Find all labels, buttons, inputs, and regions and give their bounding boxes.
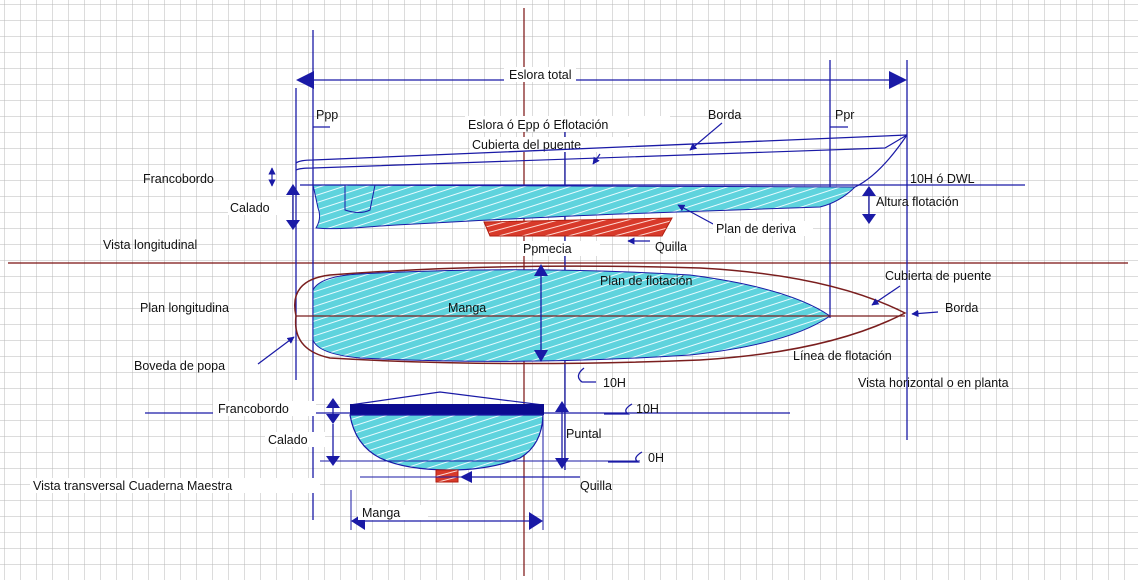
keel-section bbox=[435, 469, 459, 483]
label-vista-longitudinal: Vista longitudinal bbox=[103, 238, 197, 252]
label-10h-mid: 10H bbox=[603, 376, 626, 390]
cubierta-top-leader bbox=[592, 153, 601, 165]
francobordo-bottom-arrow-up bbox=[326, 398, 340, 408]
waterline-symbol-bottom bbox=[604, 403, 633, 415]
puntal-arrow-up bbox=[555, 401, 569, 412]
underwater-body-longitudinal bbox=[312, 184, 857, 230]
label-altura-flotacion: Altura flotación bbox=[876, 195, 959, 209]
plan-deriva-leader bbox=[677, 204, 716, 226]
deck-camber bbox=[349, 391, 544, 406]
label-plan-longitudinal: Plan longitudina bbox=[140, 301, 229, 315]
label-quilla-top: Quilla bbox=[655, 240, 687, 254]
eslora-total-arrow-left bbox=[296, 71, 314, 89]
calado-bottom-arrow-down bbox=[326, 456, 340, 466]
borda-top-leader bbox=[689, 122, 723, 151]
manga-mid-arrow-down bbox=[534, 350, 548, 362]
altura-flotacion-arrow-down bbox=[862, 214, 876, 224]
label-borda-top: Borda bbox=[708, 108, 741, 122]
borda-mid-leader bbox=[911, 309, 939, 318]
waterline-symbol-0h bbox=[608, 451, 643, 463]
rudder bbox=[344, 184, 376, 213]
hull-deck-sheer bbox=[295, 134, 908, 164]
label-linea-flotacion: Línea de flotación bbox=[793, 349, 892, 363]
label-vista-transversal: Vista transversal Cuaderna Maestra bbox=[33, 479, 232, 493]
label-boveda-popa: Boveda de popa bbox=[134, 359, 225, 373]
label-plan-deriva: Plan de deriva bbox=[716, 222, 796, 236]
label-calado-top: Calado bbox=[230, 201, 270, 215]
waterline-symbol-mid bbox=[577, 367, 596, 383]
label-manga-bottom: Manga bbox=[362, 506, 400, 520]
keel-plan-deriva bbox=[483, 217, 673, 237]
label-francobordo-bottom: Francobordo bbox=[218, 402, 289, 416]
label-plan-flotacion: Plan de flotación bbox=[600, 274, 692, 288]
label-ppr: Ppr bbox=[835, 108, 854, 122]
calado-top-arrow-up bbox=[286, 184, 300, 195]
deck-beam bbox=[350, 404, 544, 415]
hull-topside bbox=[295, 134, 908, 171]
label-ppp: Ppp bbox=[316, 108, 338, 122]
hull-deck-outline-plan bbox=[294, 265, 907, 365]
eslora-total-arrow-right bbox=[889, 71, 907, 89]
francobordo-bottom-arrow-down bbox=[326, 414, 340, 424]
cubierta-mid-leader bbox=[871, 285, 901, 306]
label-cubierta-puente-mid: Cubierta de puente bbox=[885, 269, 991, 283]
altura-flotacion-arrow-up bbox=[862, 186, 876, 196]
manga-bottom-arrow-right bbox=[529, 512, 543, 530]
label-cubierta-puente-top: Cubierta del puente bbox=[472, 138, 581, 152]
manga-mid-arrow-up bbox=[534, 264, 548, 276]
label-quilla-bottom: Quilla bbox=[580, 479, 612, 493]
label-francobordo-top: Francobordo bbox=[143, 172, 214, 186]
label-0h: 0H bbox=[648, 451, 664, 465]
label-eslora-total: Eslora total bbox=[509, 68, 572, 82]
label-eslora-epp: Eslora ó Epp ó Eflotación bbox=[468, 118, 608, 132]
label-ppmecia: Ppmecia bbox=[523, 242, 572, 256]
quilla-bottom-arrow bbox=[460, 471, 472, 483]
label-puntal: Puntal bbox=[566, 427, 601, 441]
label-10h-bottom: 10H bbox=[636, 402, 659, 416]
label-dwl: 10H ó DWL bbox=[910, 172, 975, 186]
label-borda-mid: Borda bbox=[945, 301, 978, 315]
calado-top-arrow-down bbox=[286, 220, 300, 230]
puntal-arrow-down bbox=[555, 458, 569, 469]
label-manga-mid: Manga bbox=[448, 301, 486, 315]
label-vista-horizontal: Vista horizontal o en planta bbox=[858, 376, 1009, 390]
label-calado-bottom: Calado bbox=[268, 433, 308, 447]
boveda-popa-leader bbox=[257, 336, 295, 365]
